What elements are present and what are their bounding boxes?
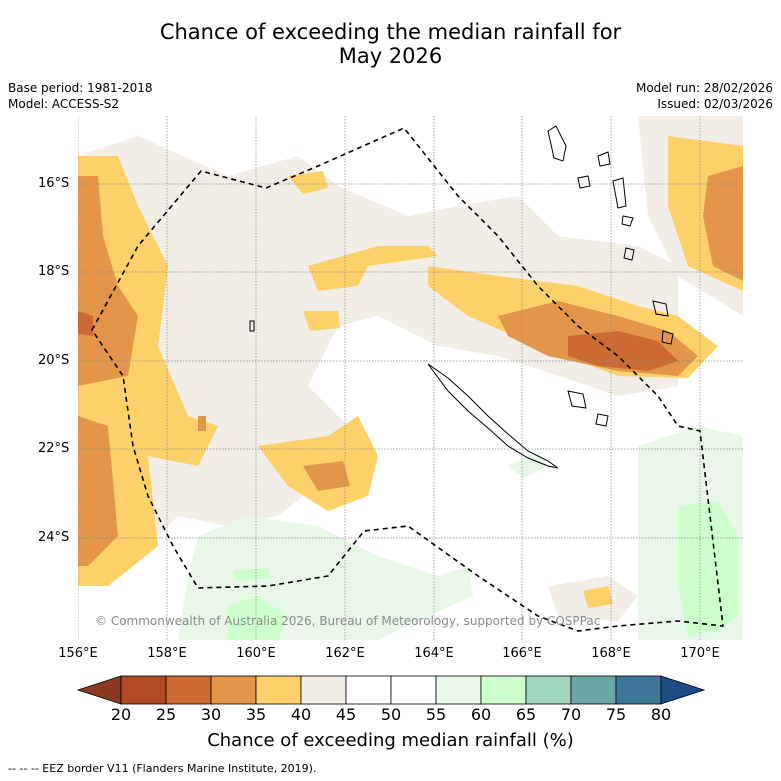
- colorbar-tick: 50: [380, 705, 402, 724]
- eez-border-line: [91, 127, 724, 632]
- coastlines: [249, 125, 674, 469]
- colorbar-segment: [345, 675, 392, 705]
- model-run: Model run: 28/02/2026: [635, 81, 773, 95]
- lon-label: 164°E: [414, 646, 454, 661]
- vanuatu-outline: [547, 125, 635, 261]
- colorbar-tick: 35: [245, 705, 267, 724]
- colorbar-segment: [390, 675, 437, 705]
- lat-label: 18°S: [38, 264, 70, 279]
- colorbar-arrow-low: [76, 675, 122, 705]
- lon-label: 162°E: [325, 646, 365, 661]
- rainfall-map: [78, 116, 743, 640]
- eez-legend: -- -- -- EEZ border V11 (Flanders Marine…: [8, 762, 317, 775]
- colorbar-arrow-high: [660, 675, 706, 705]
- lat-label: 16°S: [38, 176, 70, 191]
- map-title-line2: May 2026: [338, 44, 443, 68]
- colorbar-tick: 20: [110, 705, 132, 724]
- colorbar-segment: [525, 675, 572, 705]
- colorbar-tick: 75: [605, 705, 627, 724]
- colorbar-tick: 40: [290, 705, 312, 724]
- colorbar-tick: 45: [335, 705, 357, 724]
- new-caledonia-outline: [427, 363, 559, 469]
- colorbar-label: Chance of exceeding median rainfall (%): [207, 730, 574, 751]
- gridlines: [78, 116, 743, 640]
- colorbar-tick: 30: [200, 705, 222, 724]
- colorbar-tick: 80: [650, 705, 672, 724]
- colorbar-segment: [210, 675, 257, 705]
- island-small-1: [652, 300, 669, 317]
- light-green-zones: [228, 501, 738, 640]
- colorbar-segment: [255, 675, 302, 705]
- colorbar-segment: [435, 675, 482, 705]
- lon-label: 170°E: [680, 646, 720, 661]
- lon-label: 168°E: [591, 646, 631, 661]
- island-small-2: [661, 330, 674, 345]
- colorbar-segment: [120, 675, 167, 705]
- colorbar-tick: 25: [155, 705, 177, 724]
- model-name: Model: ACCESS-S2: [8, 97, 120, 111]
- colorbar-segment: [570, 675, 617, 705]
- map-title-line1: Chance of exceeding the median rainfall …: [159, 20, 622, 44]
- lon-label: 166°E: [502, 646, 542, 661]
- colorbar: [76, 675, 706, 705]
- island-small-3: [249, 320, 255, 332]
- colorbar-tick: 60: [470, 705, 492, 724]
- lat-label: 20°S: [38, 353, 70, 368]
- colorbar-tick: 65: [515, 705, 537, 724]
- colorbar-segment: [300, 675, 347, 705]
- loyalty-islands-outline: [567, 390, 609, 427]
- copyright-notice: © Commonwealth of Australia 2026, Bureau…: [95, 614, 601, 628]
- colorbar-segment: [165, 675, 212, 705]
- lat-label: 22°S: [38, 441, 70, 456]
- base-period: Base period: 1981-2018: [8, 81, 153, 95]
- colorbar-segment: [480, 675, 527, 705]
- lon-label: 158°E: [147, 646, 187, 661]
- lon-label: 156°E: [58, 646, 98, 661]
- colorbar-segment: [615, 675, 662, 705]
- issued-date: Issued: 02/03/2026: [657, 97, 773, 111]
- colorbar-tick: 55: [425, 705, 447, 724]
- lat-label: 24°S: [38, 530, 70, 545]
- colorbar-tick: 70: [560, 705, 582, 724]
- lon-label: 160°E: [236, 646, 276, 661]
